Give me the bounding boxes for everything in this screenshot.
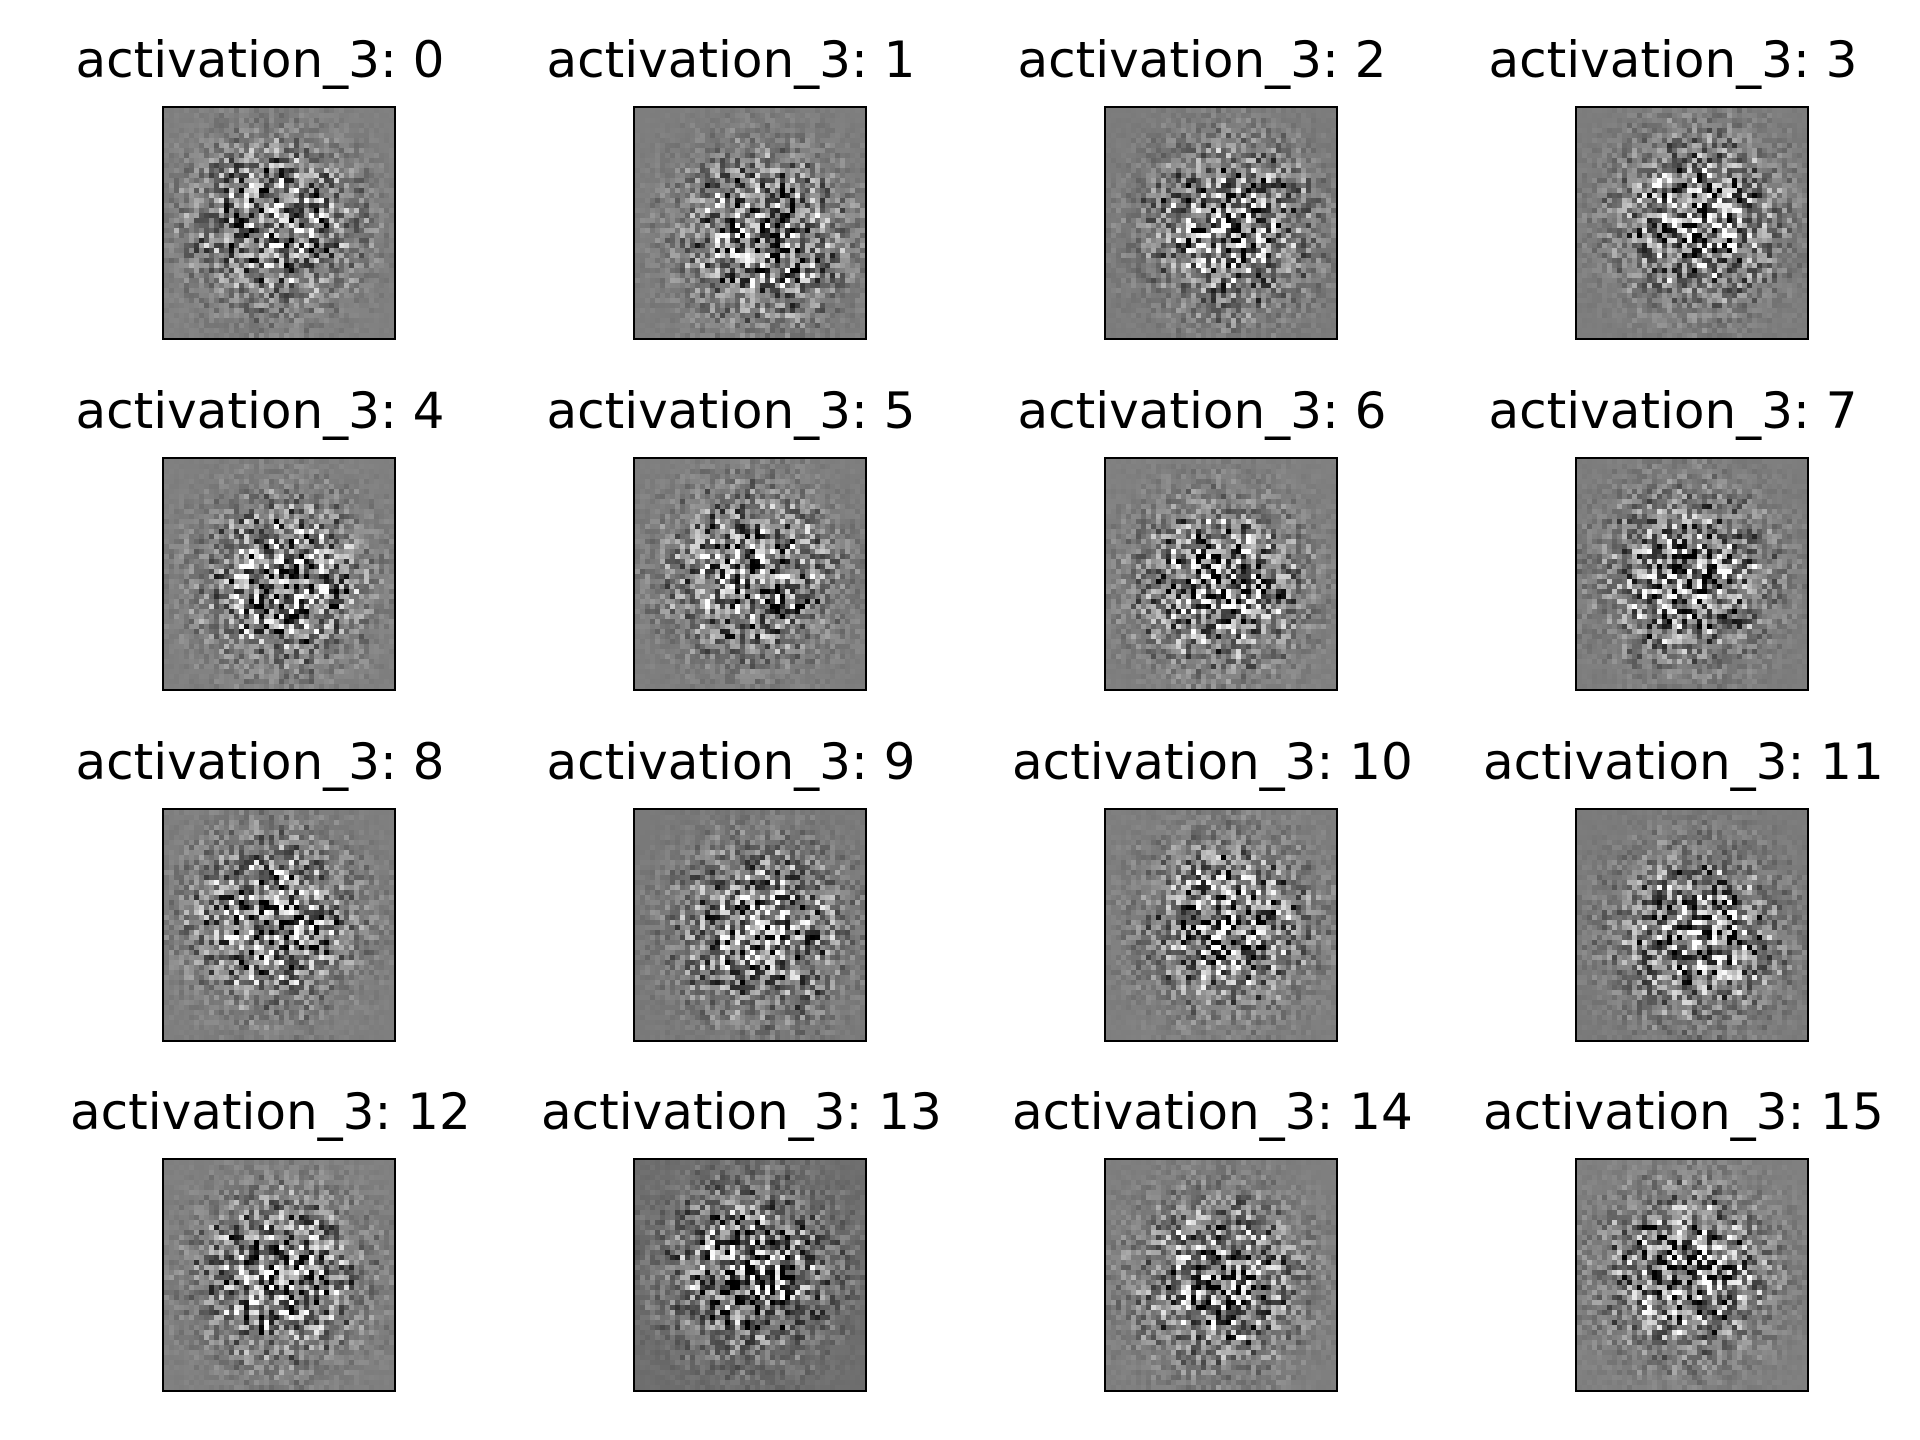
activation-noise-canvas [1106,108,1336,338]
activation-panel: activation_3: 8 [70,702,450,1042]
activation-image [1575,808,1809,1042]
panel-title: activation_3: 0 [75,31,445,89]
activation-panel: activation_3: 15 [1483,1052,1884,1392]
activation-panel: activation_3: 11 [1483,702,1884,1042]
activation-noise-canvas [1106,459,1336,689]
activation-panel: activation_3: 5 [541,351,921,691]
activation-panel: activation_3: 1 [541,0,921,340]
activation-noise-canvas [1577,1160,1807,1390]
activation-noise-canvas [164,810,394,1040]
activation-image [633,106,867,340]
activation-image [1575,106,1809,340]
activation-panel: activation_3: 6 [1012,351,1392,691]
panel-title: activation_3: 14 [1012,1083,1413,1141]
panel-title: activation_3: 8 [75,733,445,791]
activation-image [162,1158,396,1392]
activation-image [1104,1158,1338,1392]
activation-image [1575,1158,1809,1392]
activation-noise-canvas [635,108,865,338]
activation-image [633,457,867,691]
activation-panel: activation_3: 3 [1483,0,1863,340]
activation-noise-canvas [1577,810,1807,1040]
activation-image [1104,808,1338,1042]
activation-panel: activation_3: 9 [541,702,921,1042]
activation-panel: activation_3: 14 [1012,1052,1413,1392]
panel-title: activation_3: 1 [546,31,916,89]
activation-noise-canvas [1577,108,1807,338]
activation-image [162,106,396,340]
activation-panel: activation_3: 4 [70,351,450,691]
activation-image [162,457,396,691]
activation-panel: activation_3: 12 [70,1052,471,1392]
activation-noise-canvas [164,1160,394,1390]
panel-title: activation_3: 4 [75,382,445,440]
activation-noise-canvas [635,810,865,1040]
activation-noise-canvas [635,1160,865,1390]
activation-image [1104,106,1338,340]
panel-title: activation_3: 2 [1017,31,1387,89]
panel-title: activation_3: 7 [1488,382,1858,440]
activation-image [1104,457,1338,691]
activation-panel: activation_3: 0 [70,0,450,340]
activation-noise-canvas [1106,1160,1336,1390]
activation-noise-canvas [1577,459,1807,689]
panel-title: activation_3: 3 [1488,31,1858,89]
panel-title: activation_3: 12 [70,1083,471,1141]
activation-image [162,808,396,1042]
activation-panel: activation_3: 7 [1483,351,1863,691]
activation-panel: activation_3: 2 [1012,0,1392,340]
panel-title: activation_3: 6 [1017,382,1387,440]
panel-title: activation_3: 10 [1012,733,1413,791]
activation-panel: activation_3: 10 [1012,702,1413,1042]
activation-noise-canvas [164,108,394,338]
activation-image [1575,457,1809,691]
activation-noise-canvas [635,459,865,689]
activation-noise-canvas [164,459,394,689]
panel-title: activation_3: 11 [1483,733,1884,791]
activation-image [633,808,867,1042]
panel-title: activation_3: 5 [546,382,916,440]
panel-title: activation_3: 9 [546,733,916,791]
activation-panel: activation_3: 13 [541,1052,942,1392]
activation-image [633,1158,867,1392]
panel-title: activation_3: 13 [541,1083,942,1141]
panel-title: activation_3: 15 [1483,1083,1884,1141]
activation-noise-canvas [1106,810,1336,1040]
